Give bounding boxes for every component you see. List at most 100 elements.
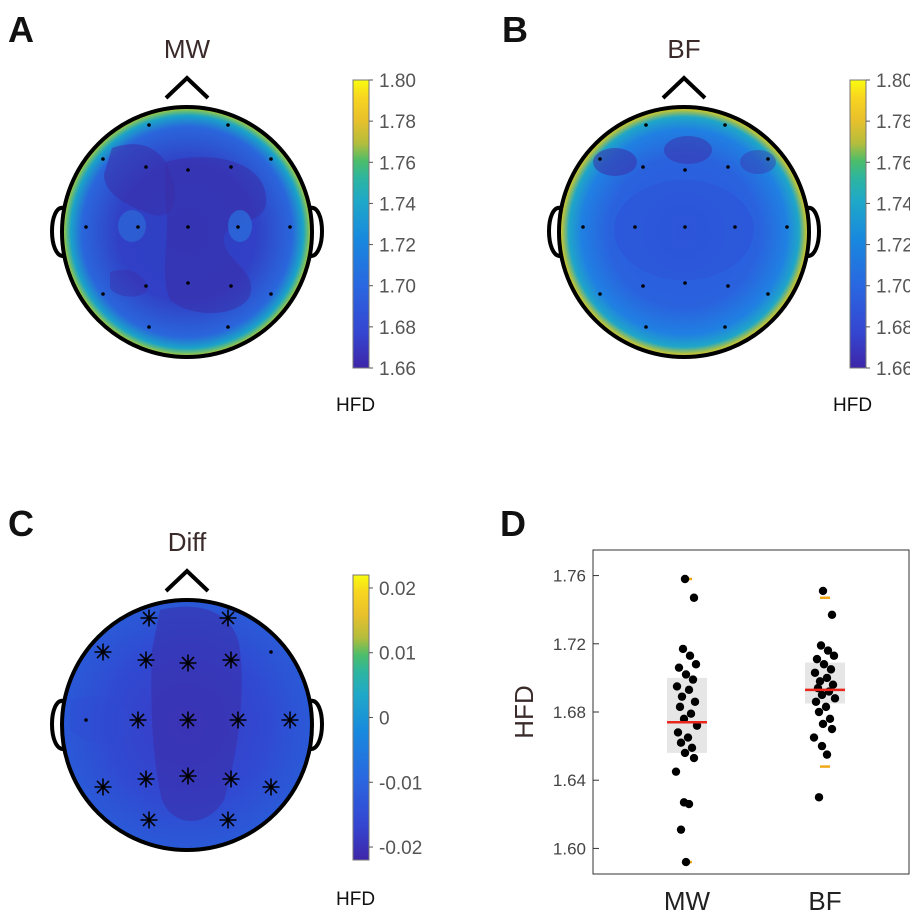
group-mw [667,574,707,867]
y-tick-label: 1.68 [553,703,586,722]
electrode-marker [598,292,602,296]
colorbar-tick-label: 1.78 [876,112,910,133]
electrodes-c [84,609,299,829]
y-tick-label: 1.64 [553,771,586,790]
significant-electrode-asterisk [179,711,197,729]
data-point [823,646,833,655]
data-point [811,697,821,706]
electrode-marker [269,650,273,654]
electrode-marker [785,225,789,229]
left-ear-a [50,205,65,258]
electrode-marker [236,225,240,229]
electrode-marker [723,123,727,127]
electrode-marker [723,325,727,329]
colorbar-tick-label: -0.01 [379,773,422,794]
data-point [675,702,685,712]
colorbar-tick-label: 1.74 [379,194,416,215]
electrode-marker [229,165,233,169]
colorbar-tick-label: 1.74 [876,194,910,215]
significant-electrode-asterisk [222,651,240,669]
electrode-marker [226,325,230,329]
data-point [827,724,837,734]
electrode-marker [101,292,105,296]
panel-a-title: MW [164,34,211,64]
panel-letter-c: C [8,503,34,544]
electrode-marker [147,123,151,127]
colorbar-tick-label: 1.78 [379,112,416,133]
data-point [830,694,840,703]
electrode-marker [726,165,730,169]
data-point [827,610,837,619]
data-point [689,593,699,602]
nose-b [661,75,707,100]
electrode-marker [101,157,105,161]
data-point [674,663,684,672]
data-point [826,665,836,674]
y-tick-label: 1.60 [553,839,586,858]
data-point [821,702,831,712]
plot-area-d [592,549,910,875]
data-point [687,743,697,753]
head-map-a [50,75,324,359]
significant-electrode-asterisk [129,711,147,729]
colorbar-tick-label: 1.72 [379,236,416,257]
electrode-marker [766,157,770,161]
electrode-marker [269,157,273,161]
data-point [672,682,682,691]
colorbar-a-ticks: 1.80 1.78 1.76 1.74 1.72 1.70 1.68 1.66 [369,71,416,380]
data-point [685,651,695,660]
panel-c-title: Diff [168,527,207,557]
electrode-marker [683,281,687,285]
panel-a: A MW 1.80 1.78 1.76 1.74 1.72 1.70 1.68 1.66 HF… [8,9,416,416]
data-point [810,668,820,677]
colorbar-tick-label: 1.80 [876,71,910,92]
data-point [818,586,828,596]
data-point [677,692,687,701]
data-point [829,651,839,660]
right-ear-c [309,698,324,751]
data-point [680,748,690,758]
electrode-marker [84,225,88,229]
colorbar-tick-label: 0.01 [379,644,416,665]
electrode-marker [144,165,148,169]
colorbar-tick-label: 1.68 [876,318,910,339]
colorbar-b-gradient [849,79,867,369]
data-point [828,680,838,689]
electrode-marker [683,168,687,172]
head-map-c [50,568,324,852]
colorbar-a-gradient [352,79,370,369]
significant-electrode-asterisk [140,811,158,829]
electrode-marker [726,284,730,288]
electrode-marker [136,225,140,229]
data-point [690,697,700,706]
significant-electrode-asterisk [137,651,155,669]
data-point [686,709,696,718]
significant-electrode-asterisk [179,767,197,785]
data-point [814,793,824,802]
significant-electrode-asterisk [262,778,280,796]
data-point [683,733,693,742]
y-tick-label: 1.72 [553,635,586,654]
colorbar-b: 1.80 1.78 1.76 1.74 1.72 1.70 1.68 1.66 HFD [833,71,910,416]
electrode-marker [598,157,602,161]
electrode-marker [766,292,770,296]
colorbar-tick-label: 1.66 [876,359,910,380]
data-point [818,719,828,729]
head-map-b [547,75,821,359]
data-point [817,690,827,700]
significant-electrode-asterisk [179,654,197,672]
head-outline-c [60,598,314,852]
significant-electrode-asterisk [219,811,237,829]
electrode-marker [288,225,292,229]
data-point [676,825,686,834]
y-axis-label: HFD [509,685,539,738]
nose-a [164,75,210,100]
colorbar-c-label: HFD [336,889,375,910]
panel-c: C Diff 0.02 0.01 0 -0.01 -0.02 HFD [8,503,422,910]
left-ear-c [50,698,65,751]
electrode-marker [733,225,737,229]
data-point [678,644,688,654]
significant-electrode-asterisk [94,643,112,661]
box-groups [667,574,845,867]
